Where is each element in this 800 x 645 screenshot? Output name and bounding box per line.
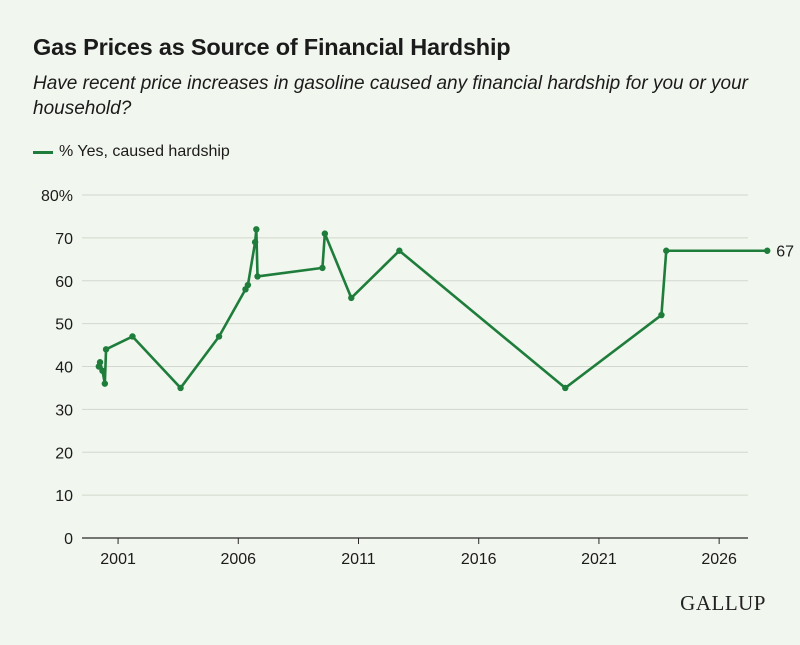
data-point (129, 333, 136, 340)
gridlines (82, 194, 748, 496)
y-tick-label: 70 (55, 231, 73, 248)
legend-swatch (33, 150, 53, 154)
x-tick-label: 2021 (581, 551, 617, 568)
x-tick-label: 2006 (220, 551, 256, 568)
x-tick-label: 2016 (461, 551, 497, 568)
data-point (321, 230, 329, 237)
data-point (658, 311, 665, 319)
y-tick-label: 80% (41, 188, 73, 205)
data-point (253, 226, 260, 233)
series-layer: 67 (95, 226, 794, 392)
data-point (663, 247, 670, 254)
y-tick-label: 20 (55, 445, 73, 462)
data-point (348, 294, 355, 302)
data-point (764, 247, 771, 254)
data-point (254, 273, 261, 280)
y-tick-label: 60 (55, 274, 73, 291)
x-tick-label: 2001 (100, 551, 136, 568)
y-tick-label: 50 (55, 317, 73, 334)
data-point (101, 380, 109, 387)
data-point (96, 359, 104, 366)
data-point (215, 333, 223, 340)
y-tick-label: 10 (55, 488, 73, 505)
data-point (177, 384, 184, 392)
axes: 0 10 20 30 40 50 60 70 80% 2001 2006 2011 2016 2021 20… (41, 188, 748, 568)
data-point (244, 281, 252, 289)
data-point (562, 384, 569, 392)
data-point (396, 247, 403, 254)
gallup-logo: GALLUP (680, 591, 766, 615)
chart-subtitle: Have recent price increases in gasoline … (33, 73, 749, 119)
legend: % Yes, caused hardship (33, 143, 230, 161)
legend-label: % Yes, caused hardship (59, 143, 230, 160)
chart-title: Gas Prices as Source of Financial Hardsh… (33, 34, 511, 60)
x-tick-label: 2011 (341, 551, 376, 568)
data-point (99, 367, 106, 374)
y-tick-label: 30 (55, 402, 73, 419)
y-tick-label: 0 (64, 531, 73, 548)
data-point (102, 346, 110, 353)
x-tick-label: 2026 (701, 551, 737, 568)
end-value-label: 67 (776, 244, 794, 261)
data-point (251, 238, 259, 246)
y-tick-label: 40 (55, 360, 73, 377)
data-point (319, 264, 326, 272)
